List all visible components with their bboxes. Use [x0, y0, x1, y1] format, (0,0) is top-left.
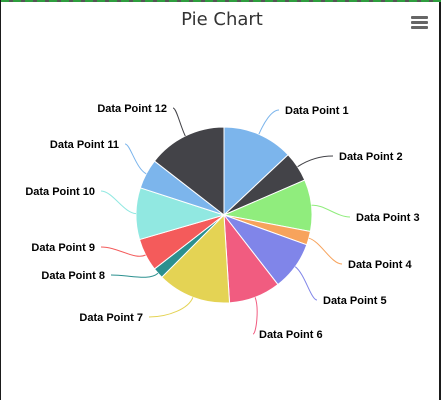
data-label-2: Data Point 2 [339, 151, 403, 163]
hamburger-menu-icon [411, 16, 428, 29]
data-label-1: Data Point 1 [285, 105, 349, 117]
label-connector-9 [101, 247, 146, 256]
pie-slices [136, 127, 312, 303]
data-label-5: Data Point 5 [323, 295, 387, 307]
label-connector-10 [101, 191, 136, 214]
label-connector-2 [298, 156, 333, 167]
label-connector-11 [125, 144, 146, 174]
label-connector-3 [312, 205, 351, 217]
data-label-3: Data Point 3 [356, 212, 420, 224]
data-label-4: Data Point 4 [348, 259, 412, 271]
chart-menu-button[interactable] [407, 12, 429, 34]
label-connector-8 [111, 273, 158, 277]
data-label-9: Data Point 9 [31, 242, 95, 254]
chart-title: Pie Chart [181, 9, 263, 30]
data-label-8: Data Point 8 [41, 270, 105, 282]
label-connector-1 [259, 110, 279, 134]
data-label-6: Data Point 6 [259, 329, 323, 341]
label-connector-12 [173, 108, 185, 136]
label-connector-4 [309, 238, 342, 264]
data-label-7: Data Point 7 [79, 312, 143, 324]
label-connector-6 [253, 297, 257, 334]
data-label-11: Data Point 11 [50, 139, 119, 151]
label-connector-7 [149, 297, 193, 317]
data-label-12: Data Point 12 [97, 103, 167, 115]
data-label-10: Data Point 10 [25, 186, 95, 198]
label-connector-5 [295, 267, 317, 300]
